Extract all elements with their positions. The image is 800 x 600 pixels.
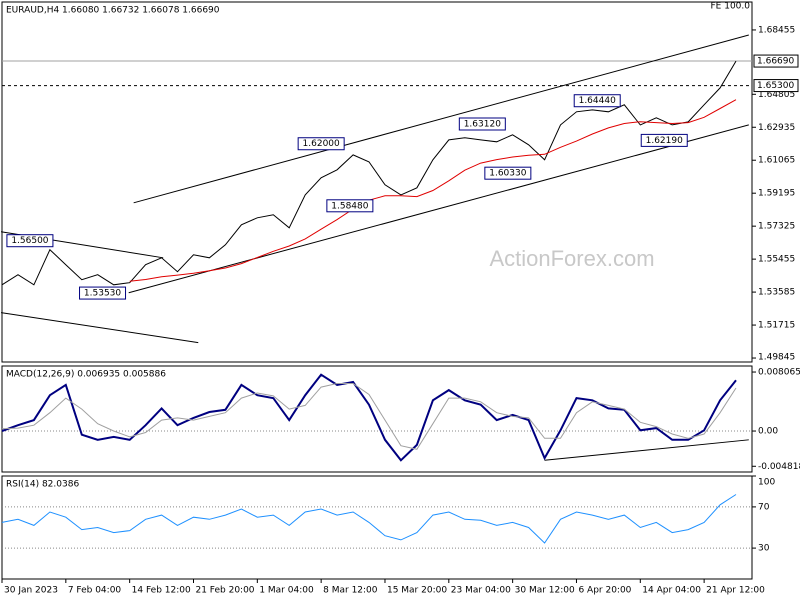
y-tick-label: 0.00	[758, 427, 778, 437]
y-tick-label: 30	[758, 544, 770, 554]
trend-line	[544, 439, 749, 461]
price-label-box	[640, 133, 688, 147]
x-tick-label: 6 Apr 20:00	[578, 586, 631, 596]
price-label-box	[484, 166, 532, 180]
price-label: 1.62190	[646, 136, 683, 146]
y-tick-label: 70	[758, 502, 770, 512]
price-label: 1.63120	[464, 119, 501, 129]
panel-title: MACD(12,26,9) 0.006935 0.005886	[6, 370, 166, 380]
price-label: 1.58480	[331, 201, 368, 211]
panel-title: RSI(14) 82.0386	[6, 480, 79, 490]
price-label: 1.56500	[11, 236, 48, 246]
panel-title: EURAUD,H4 1.66080 1.66732 1.66078 1.6669…	[6, 6, 220, 16]
price-label: 1.64440	[579, 96, 616, 106]
price-label: 1.62000	[303, 139, 340, 149]
trend-line	[133, 34, 749, 204]
y-tick-label: 1.64805	[758, 90, 795, 100]
macd-panel	[1, 365, 753, 473]
y-tick-label: 1.61065	[758, 156, 795, 166]
y-tick-label: 1.57325	[758, 222, 795, 232]
x-tick-label: 21 Apr 12:00	[706, 586, 765, 596]
y-tick-label: 100	[758, 478, 775, 488]
price-label-box	[6, 234, 54, 248]
y-tick-label: 1.59195	[758, 189, 795, 199]
series-line	[129, 99, 737, 282]
level-label: 1.66690	[757, 57, 794, 67]
x-tick-label: 7 Feb 04:00	[68, 586, 122, 596]
price-label: 1.60330	[489, 169, 526, 179]
y-tick-label: 1.68455	[758, 25, 795, 35]
price-label-box	[458, 117, 506, 131]
price-label-box	[573, 94, 621, 108]
x-tick-label: 14 Feb 12:00	[132, 586, 191, 596]
x-tick-label: 21 Feb 20:00	[195, 586, 254, 596]
level-label: 1.65300	[757, 81, 794, 91]
series-line	[1, 60, 737, 286]
x-tick-label: 23 Mar 04:00	[451, 586, 511, 596]
trend-line	[128, 124, 749, 294]
x-tick-label: 1 Mar 04:00	[259, 586, 314, 596]
y-tick-label: 1.49845	[758, 353, 795, 363]
x-tick-label: 30 Jan 2023	[4, 586, 58, 596]
price-label: 1.53530	[84, 289, 121, 299]
y-tick-label: -0.004818	[758, 462, 800, 472]
x-tick-label: 14 Apr 04:00	[642, 586, 701, 596]
y-tick-label: 1.51715	[758, 321, 795, 331]
series-line	[1, 494, 737, 544]
fe-label: FE 100.0	[711, 2, 751, 12]
watermark: ActionForex.com	[489, 246, 654, 271]
y-tick-label: 1.53585	[758, 288, 795, 298]
y-tick-label: 0.008065	[758, 368, 800, 378]
y-tick-label: 1.62935	[758, 123, 795, 133]
price-label-box	[326, 199, 374, 213]
y-tick-label: 1.55455	[758, 255, 795, 265]
level-label-box	[753, 54, 799, 68]
rsi-panel	[1, 475, 753, 580]
x-tick-label: 15 Mar 20:00	[387, 586, 447, 596]
price-label-box	[79, 286, 127, 300]
series-line	[1, 373, 737, 462]
trend-line	[0, 312, 199, 344]
price-panel	[1, 1, 753, 363]
price-label-box	[297, 137, 345, 151]
level-label-box	[753, 79, 799, 93]
series-line	[1, 383, 737, 450]
x-tick-label: 8 Mar 12:00	[323, 586, 378, 596]
x-tick-label: 30 Mar 12:00	[515, 586, 575, 596]
